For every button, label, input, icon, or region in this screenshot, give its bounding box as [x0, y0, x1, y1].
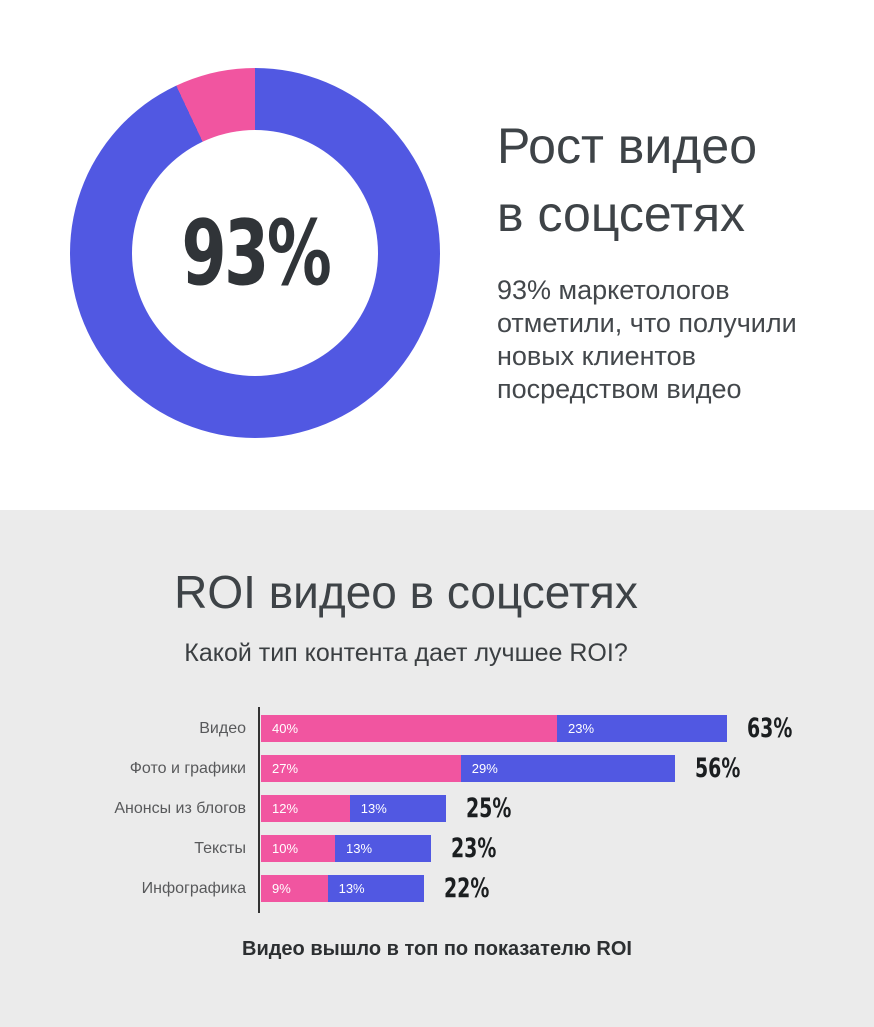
- donut-chart: 93%: [70, 68, 440, 438]
- chart-row: Анонсы из блогов 12% 13% 25%: [0, 793, 874, 824]
- bar-segment-pink: 27%: [261, 755, 461, 782]
- hero-title: Рост видео в соцсетях: [497, 118, 758, 242]
- bar-segment-pink: 9%: [261, 875, 328, 902]
- roi-subtitle: Какой тип контента дает лучшее ROI?: [184, 639, 628, 667]
- bar-segment-pink: 10%: [261, 835, 335, 862]
- bar-total-label: 25%: [465, 793, 512, 824]
- hero-text-block: Рост видео в соцсетях 93% маркетологов о…: [497, 112, 837, 406]
- category-label: Тексты: [194, 839, 246, 857]
- roi-title: ROI видео в соцсетях: [174, 566, 638, 618]
- bar-segment-label: 27%: [272, 761, 299, 776]
- hero-section: 93% Рост видео в соцсетях 93% маркетолог…: [0, 0, 874, 510]
- roi-section: ROI видео в соцсетях Какой тип контента …: [0, 510, 874, 1027]
- bar-total-label: 63%: [747, 713, 793, 744]
- roi-footer-note: Видео вышло в топ по показателю ROI: [242, 938, 632, 960]
- bar-segment-label: 13%: [360, 801, 387, 816]
- bar-segment-blue: 29%: [460, 755, 676, 782]
- chart-row: Инфографика 9% 13% 22%: [0, 873, 874, 904]
- bar-total-label: 22%: [443, 873, 490, 904]
- bar-total-label: 23%: [451, 833, 497, 864]
- bar-segment-blue: 13%: [327, 875, 424, 902]
- chart-row: Тексты 10% 13% 23%: [0, 833, 874, 864]
- hero-description: 93% маркетологов отметили, что получили …: [497, 275, 797, 404]
- bar-segment-label: 13%: [346, 841, 373, 856]
- chart-row: Фото и графики 27% 29% 56%: [0, 753, 874, 784]
- bar-segment-pink: 40%: [261, 715, 557, 742]
- bar-total-label: 56%: [695, 753, 741, 784]
- category-label: Инфографика: [141, 879, 246, 897]
- bar-segment-blue: 13%: [335, 835, 432, 862]
- bar-segment-pink: 12%: [261, 795, 350, 822]
- bar-segment-blue: 23%: [557, 715, 728, 742]
- chart-row: Видео 40% 23% 63%: [0, 713, 874, 744]
- category-label: Фото и графики: [129, 759, 246, 777]
- roi-bar-chart: Видео 40% 23% 63% Фото и графики 27% 29% 56% Ано…: [0, 707, 874, 913]
- bar-segment-label: 29%: [471, 761, 498, 776]
- bar-segment-label: 40%: [272, 721, 299, 736]
- chart-rows: Видео 40% 23% 63% Фото и графики 27% 29% 56% Ано…: [0, 713, 874, 915]
- bar-segment-label: 10%: [272, 841, 299, 856]
- chart-axis-line: [258, 707, 260, 913]
- donut-center-value: 93%: [181, 200, 331, 306]
- bar-segment-label: 12%: [272, 801, 299, 816]
- bar-segment-label: 9%: [272, 881, 291, 896]
- category-label: Видео: [199, 719, 246, 737]
- bar-segment-blue: 13%: [349, 795, 446, 822]
- donut-hole: 93%: [132, 130, 378, 376]
- bar-segment-label: 23%: [568, 721, 595, 736]
- category-label: Анонсы из блогов: [114, 799, 246, 817]
- bar-segment-label: 13%: [338, 881, 365, 896]
